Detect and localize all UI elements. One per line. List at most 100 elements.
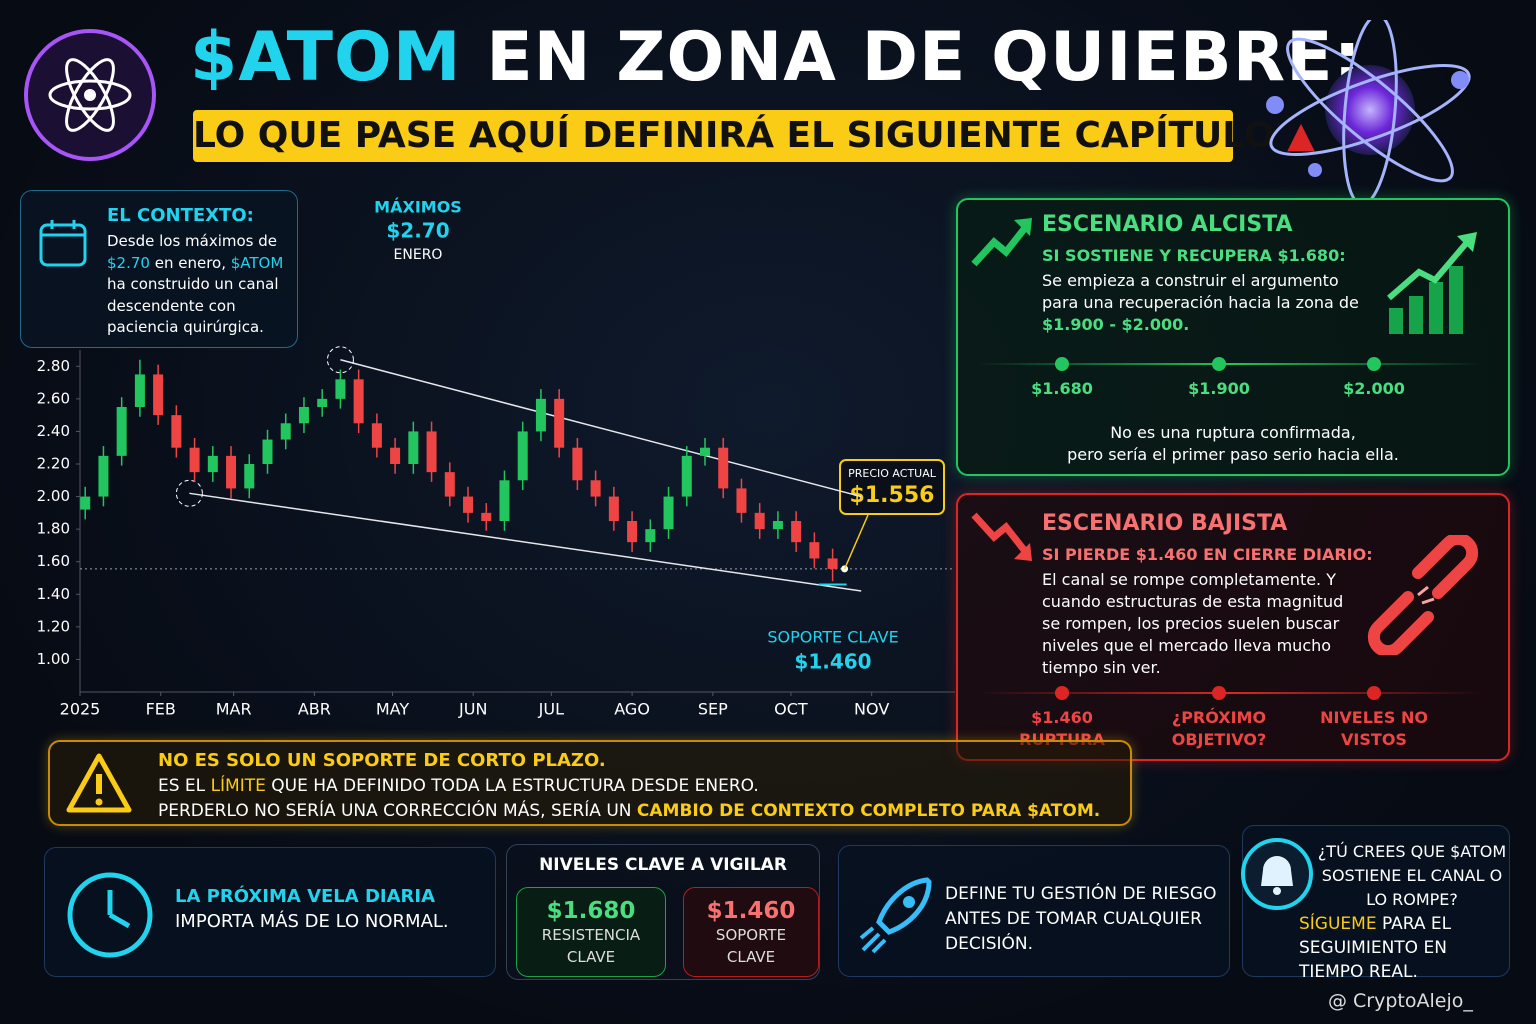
- candle-body: [189, 447, 200, 473]
- candle-body: [444, 472, 455, 497]
- text: SOPORTE: [715, 926, 787, 944]
- x-tick-label: JUN: [458, 700, 487, 719]
- level-value: $1.460: [706, 898, 796, 924]
- text: CLAVE: [726, 948, 776, 966]
- down-arrow-icon: [971, 512, 1032, 561]
- candle-body: [681, 455, 692, 497]
- price-label: $1.556: [850, 483, 935, 508]
- level-label: $2.000: [1343, 379, 1405, 398]
- candle-note-title: LA PRÓXIMA VELA DIARIA: [175, 886, 436, 907]
- x-tick-label: MAR: [216, 700, 252, 719]
- candle-body: [608, 496, 619, 521]
- warning-icon: ▲: [1287, 115, 1315, 156]
- x-tick-label: ABR: [298, 700, 331, 719]
- channel-line: [189, 492, 862, 592]
- level-text: OBJETIVO?: [1171, 730, 1267, 749]
- max-month: ENERO: [394, 247, 443, 263]
- rocket-icon: [859, 877, 932, 954]
- candle-body: [809, 542, 820, 559]
- level-dot: [1367, 686, 1381, 700]
- candle-body: [116, 407, 127, 456]
- candle-body: [153, 374, 164, 416]
- growth-icon: [1387, 232, 1477, 334]
- watermark: @ CryptoAlejo_: [1328, 990, 1473, 1012]
- note-line: No es una ruptura confirmada,: [1110, 423, 1356, 442]
- title: $ATOM EN ZONA DE QUIEBRE:: [190, 18, 1362, 97]
- y-tick-label: 2.20: [37, 455, 70, 473]
- candle-body: [335, 379, 346, 399]
- bullish-title: ESCENARIO ALCISTA: [1042, 212, 1293, 237]
- channel-marker: [175, 479, 203, 507]
- warning-icon: [66, 753, 132, 813]
- warning-line: PERDERLO NO SERÍA UNA CORRECCIÓN MÁS, SE…: [158, 801, 1100, 821]
- text: CLAVE: [566, 948, 616, 966]
- warning-line: ES EL LÍMITE QUE HA DEFINIDO TODA LA EST…: [158, 776, 759, 796]
- candle-body: [134, 374, 145, 407]
- level-label: $1.900: [1188, 379, 1250, 398]
- context-text: Desde los máximos de $2.70 en enero, $AT…: [107, 231, 289, 339]
- highlight: $2.70: [107, 253, 150, 272]
- level-label: ¿PRÓXIMO OBJETIVO?: [1149, 707, 1289, 751]
- y-tick-label: 1.00: [37, 650, 70, 668]
- x-tick-label: OCT: [774, 700, 808, 719]
- y-tick-label: 1.40: [37, 585, 70, 603]
- candle-body: [481, 512, 492, 521]
- candle-body: [298, 407, 309, 424]
- bearish-text: El canal se rompe completamente. Y cuand…: [1042, 570, 1344, 677]
- text: Se empieza a construir el argumento para…: [1042, 271, 1359, 312]
- candle-body: [517, 431, 528, 481]
- level-dot: [1055, 357, 1069, 371]
- text: en enero,: [149, 253, 231, 272]
- risk-text: DEFINE TU GESTIÓN DE RIESGO ANTES DE TOM…: [945, 884, 1217, 954]
- candle-body: [280, 423, 291, 440]
- candle-body: [98, 455, 109, 497]
- level-line: [976, 363, 1484, 365]
- follow-box: ¿TÚ CREES QUE $ATOM SOSTIENE EL CANAL O …: [1241, 825, 1510, 982]
- follow-question: ¿TÚ CREES QUE $ATOM SOSTIENE EL CANAL O …: [1317, 842, 1507, 909]
- text: QUE HA DEFINIDO TODA LA ESTRUCTURA DESDE…: [265, 776, 759, 796]
- title-text: EN ZONA DE QUIEBRE:: [486, 18, 1362, 97]
- risk-box: DEFINE TU GESTIÓN DE RIESGO ANTES DE TOM…: [838, 845, 1230, 977]
- level-text: $1.460: [1031, 708, 1093, 727]
- y-tick-label: 2.40: [37, 422, 70, 440]
- candle-body: [353, 379, 364, 424]
- candlestick-chart: MÁXIMOS $2.70 ENERO SOPORTE CLAVE $1.460…: [37, 198, 955, 719]
- level-text: ¿PRÓXIMO: [1171, 708, 1267, 727]
- candle-body: [499, 480, 510, 521]
- target: $1.900 - $2.000.: [1042, 315, 1190, 334]
- y-tick-label: 1.60: [37, 552, 70, 570]
- candle-body: [244, 464, 255, 489]
- candle-body: [663, 496, 674, 530]
- title-accent: $ATOM: [190, 18, 462, 97]
- candle-body: [171, 415, 182, 448]
- highlight: CAMBIO DE CONTEXTO COMPLETO PARA $ATOM.: [636, 801, 1101, 821]
- level-dot: [1212, 357, 1226, 371]
- x-tick-label: SEP: [698, 700, 728, 719]
- level-label: RESISTENCIA CLAVE: [517, 924, 665, 968]
- x-tick-label: 2025: [60, 700, 101, 719]
- candle-body: [736, 488, 747, 513]
- candle-body: [317, 398, 328, 407]
- x-tick-label: NOV: [854, 700, 889, 719]
- level-text: VISTOS: [1341, 730, 1407, 749]
- bullish-condition: SI SOSTIENE Y RECUPERA $1.680:: [1042, 246, 1346, 265]
- y-tick-label: 1.80: [37, 520, 70, 538]
- follow-cta: SÍGUEME PARA EL SEGUIMIENTO EN TIEMPO RE…: [1299, 912, 1499, 984]
- candle-body: [207, 455, 218, 473]
- y-tick-label: 2.60: [37, 389, 70, 407]
- price-box: [839, 459, 945, 515]
- x-tick-label: MAY: [376, 700, 410, 719]
- candle-body: [791, 521, 802, 543]
- bearish-condition: SI PIERDE $1.460 EN CIERRE DIARIO:: [1042, 545, 1373, 564]
- level-label: $1.680: [1031, 379, 1093, 398]
- warning-box: NO ES SOLO UN SOPORTE DE CORTO PLAZO. ES…: [48, 740, 1132, 826]
- bullish-box: ESCENARIO ALCISTA SI SOSTIENE Y RECUPERA…: [956, 198, 1510, 476]
- text: Desde los máximos de: [107, 232, 278, 250]
- candle-body: [463, 496, 474, 513]
- channel-marker: [326, 346, 354, 374]
- max-label: $2.70: [386, 219, 449, 243]
- channel-line: [340, 359, 862, 498]
- level-dot: [1367, 357, 1381, 371]
- warning-title: NO ES SOLO UN SOPORTE DE CORTO PLAZO.: [158, 750, 606, 771]
